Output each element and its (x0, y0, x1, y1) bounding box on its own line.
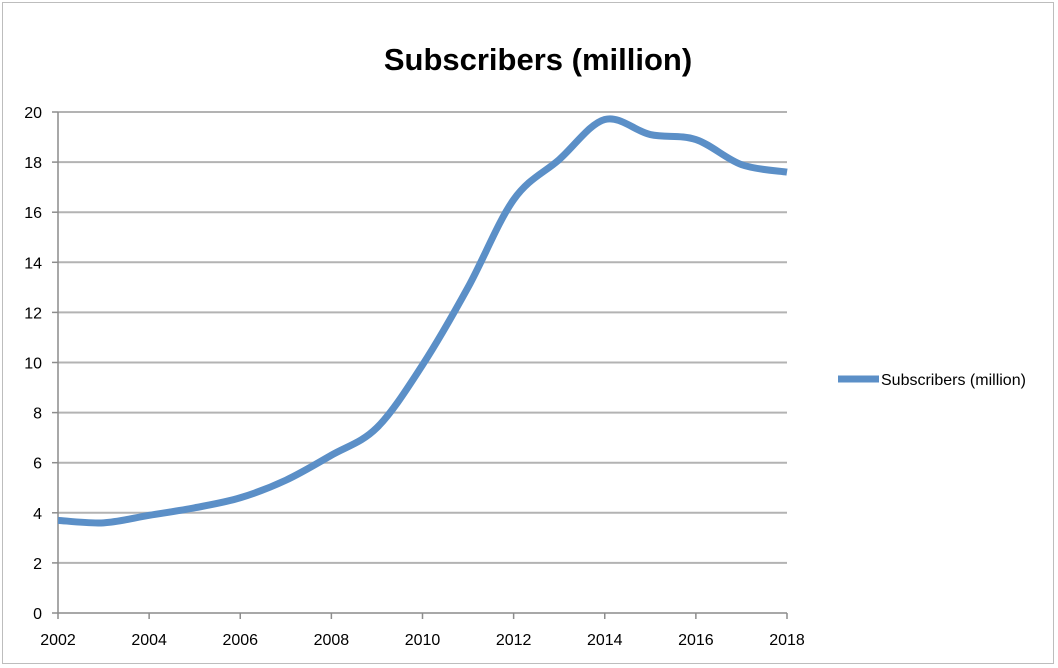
x-tick-label: 2018 (769, 632, 805, 649)
y-tick-label: 8 (33, 406, 42, 423)
legend-label: Subscribers (million) (881, 372, 1026, 389)
y-tick-label: 16 (24, 205, 42, 222)
x-tick-label: 2008 (314, 632, 350, 649)
y-tick-label: 12 (24, 305, 42, 322)
axes (52, 111, 788, 619)
x-tick-label: 2010 (405, 632, 441, 649)
x-tick-label: 2002 (40, 632, 76, 649)
y-tick-label: 20 (24, 105, 42, 122)
y-tick-label: 18 (24, 155, 42, 172)
y-tick-label: 4 (33, 506, 42, 523)
series-line (57, 115, 788, 527)
x-axis-ticks: 2002 2004 2006 2008 2010 2012 2014 2016 2018 (40, 632, 805, 649)
x-tick-label: 2006 (222, 632, 258, 649)
y-tick-label: 10 (24, 356, 42, 373)
y-axis-ticks: 0 2 4 6 8 10 12 14 16 18 20 (24, 105, 42, 623)
y-tick-label: 14 (24, 255, 42, 272)
x-tick-label: 2004 (131, 632, 167, 649)
series-lines (57, 115, 788, 527)
y-tick-label: 0 (33, 606, 42, 623)
legend: Subscribers (million) (838, 372, 1026, 389)
gridlines (58, 111, 787, 564)
x-tick-label: 2014 (587, 632, 623, 649)
y-tick-label: 2 (33, 556, 42, 573)
x-tick-label: 2016 (678, 632, 714, 649)
chart-title: Subscribers (million) (384, 42, 692, 77)
y-tick-label: 6 (33, 456, 42, 473)
x-tick-label: 2012 (496, 632, 532, 649)
